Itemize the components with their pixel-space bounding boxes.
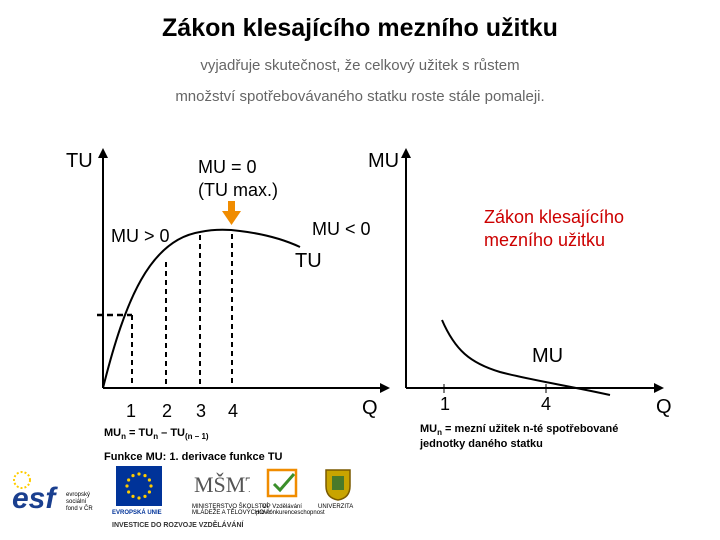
tu-curve-label: TU (295, 250, 322, 272)
diagram-canvas (97, 148, 664, 396)
derivative-note: Funkce MU: 1. derivace funkce TU (104, 451, 283, 463)
op-caption-2: pro konkurenceschopnost (256, 510, 325, 516)
esf-caption-1: evropský (66, 492, 91, 498)
esf-text: esf (12, 482, 58, 515)
mu-definition-line1: MUn = mezní užitek n-té spotřebované (420, 423, 619, 438)
mu-definition-line2: jednotky daného statku (420, 438, 543, 450)
right-x-tick-4: 4 (541, 394, 552, 414)
x-tick-2: 2 (162, 401, 173, 421)
logo-strip: esf evropský sociální fond v ČR EVROPSKÁ… (0, 462, 365, 540)
right-y-axis-label: MU (368, 150, 400, 172)
left-x-axis-label: Q (362, 397, 378, 419)
op-logo-icon: OP Vzdělávání pro konkurenceschopnost (256, 466, 325, 516)
university-crest-icon: UNIVERZITA (318, 466, 358, 514)
formula-mu: MUn = TUn – TU(n – 1) (104, 427, 209, 442)
subtitle-line-2: množství spotřebovávaného statku roste s… (175, 88, 545, 105)
law-label-line2: mezního užitku (484, 230, 606, 250)
esf-caption-2: sociální (66, 499, 87, 505)
arrow-down-icon (222, 201, 241, 225)
invest-caption: INVESTICE DO ROZVOJE VZDĚLÁVÁNÍ (112, 522, 244, 529)
msmt-caption-2: MLÁDEŽE A TĚLOVÝCHOVY (192, 510, 272, 516)
eu-caption: EVROPSKÁ UNIE (112, 510, 162, 516)
mu-zero-label-line1: MU = 0 (198, 157, 257, 177)
mu-curve (441, 319, 611, 396)
x-tick-4: 4 (228, 401, 239, 421)
mu-zero-label-line2: (TU max.) (198, 180, 278, 200)
esf-logo-icon: esf evropský sociální fond v ČR (8, 466, 108, 516)
tu-curve (102, 228, 301, 389)
msmt-text: MŠMT (194, 472, 250, 497)
left-y-axis-label: TU (66, 150, 93, 172)
msmt-caption-1: MINISTERSTVO ŠKOLSTVÍ, (192, 504, 270, 510)
op-caption-1: OP Vzdělávání (262, 504, 302, 510)
mu-positive-label: MU > 0 (111, 226, 170, 246)
univ-caption: UNIVERZITA (318, 504, 354, 510)
x-tick-1: 1 (126, 401, 137, 421)
x-tick-3: 3 (196, 401, 207, 421)
subtitle-line-1: vyjadřuje skutečnost, že celkový užitek … (200, 57, 520, 74)
mu-curve-label: MU (532, 345, 564, 367)
right-x-tick-1: 1 (440, 394, 451, 414)
mu-negative-label: MU < 0 (312, 219, 371, 239)
right-x-axis-label: Q (656, 396, 672, 418)
msmt-logo-icon: MŠMT MINISTERSTVO ŠKOLSTVÍ, MLÁDEŽE A TĚ… (190, 466, 272, 516)
esf-caption-3: fond v ČR (66, 506, 93, 512)
law-label-line1: Zákon klesajícího (484, 207, 625, 227)
eu-flag-icon (116, 466, 162, 506)
page-title: Zákon klesajícího mezního užitku (162, 14, 558, 42)
